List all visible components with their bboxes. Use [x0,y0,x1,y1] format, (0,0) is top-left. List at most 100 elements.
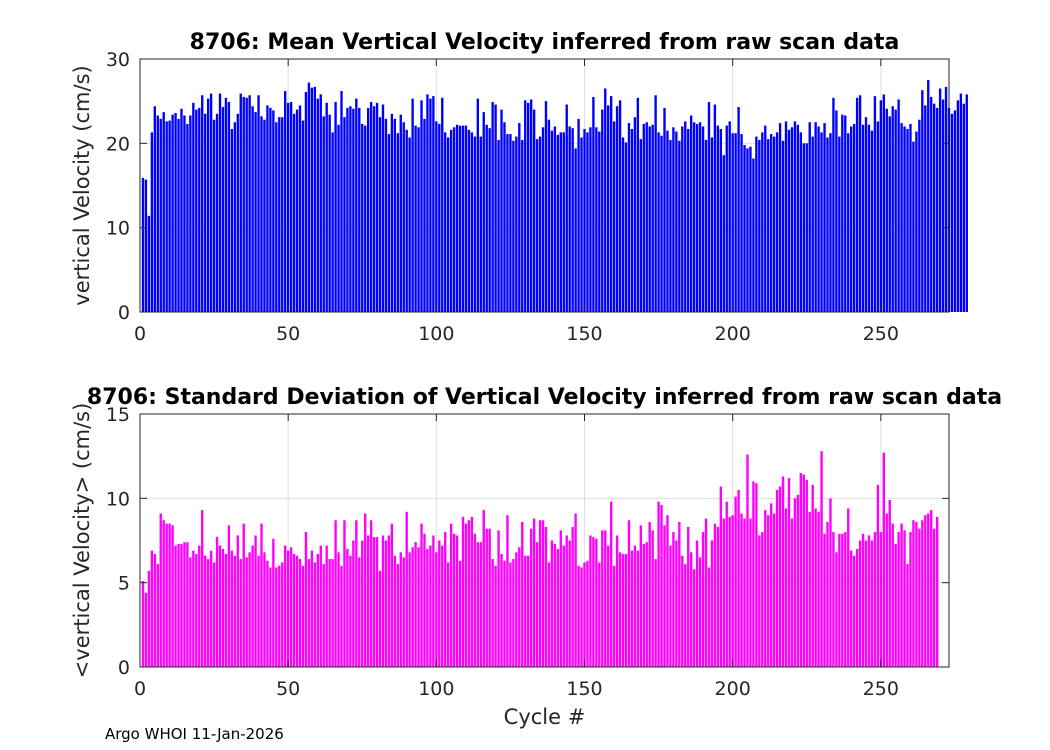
bar [687,128,690,312]
bar [722,518,725,667]
bar [426,548,429,667]
bar [808,511,811,667]
bar [879,100,883,312]
bar [343,520,346,667]
bar [467,520,471,667]
bar [826,137,829,312]
bar [728,516,731,667]
bar [633,117,637,312]
x-tick-label: 0 [134,678,146,700]
bar [467,129,471,312]
bar [734,133,737,312]
bar [681,555,684,667]
bar [494,565,497,667]
bar [263,119,266,312]
bar [473,533,477,667]
bar [358,557,361,667]
bar [850,126,853,312]
bar [215,113,219,312]
bar [550,540,554,667]
bar [485,528,488,667]
bar [452,533,456,667]
bar [325,545,328,667]
bar [295,109,299,312]
bar [461,516,465,667]
bar [289,547,293,667]
bar [476,542,480,667]
bar [867,535,871,667]
bar [390,523,394,667]
bar [260,523,263,667]
bar [461,125,465,312]
bar [452,127,456,312]
bar [275,567,278,667]
bar [387,134,391,312]
bar [527,555,530,667]
bar [778,123,782,313]
bar [198,545,201,667]
bar [521,521,524,667]
axes-box [139,58,950,313]
bar [932,103,936,313]
bar [938,88,942,313]
bar [449,129,453,312]
bar [660,135,663,312]
bar [396,564,399,667]
bar [681,126,684,312]
bar [743,145,746,312]
bar [529,528,533,667]
bar [885,513,888,667]
bar [621,553,625,667]
bar [927,513,930,667]
bar [144,592,148,667]
bar [272,538,275,667]
bar [882,94,885,312]
bar [770,503,773,667]
bar [156,115,159,313]
bar [935,107,939,312]
bar [402,557,405,667]
bar [915,131,918,312]
bar [221,548,225,667]
bar [609,96,613,313]
bar [485,124,488,312]
y-tick-label: 0 [118,302,130,324]
bar [281,562,284,667]
bar [171,525,174,667]
bar [227,525,231,667]
bar [601,109,604,312]
bar [692,122,696,312]
bar [497,139,500,312]
bar [799,473,803,667]
bar [144,179,148,312]
bar [906,128,909,312]
bar [458,125,462,312]
bar [927,80,930,312]
bar [823,123,826,313]
bar [393,118,397,312]
bar [372,106,376,312]
bar [684,564,687,667]
bar [811,484,814,667]
bar [168,523,171,667]
bar [414,542,417,667]
bar [541,127,545,312]
bar [414,125,417,312]
bar [245,97,248,312]
bar [186,542,189,667]
bar [396,133,399,312]
bar [230,550,234,667]
bar [577,118,580,312]
bar [627,123,631,313]
bar [612,565,616,667]
bar [435,121,438,312]
bar [645,542,648,667]
bar [529,99,533,312]
y-tick-label: 30 [106,49,130,71]
bar [159,118,162,312]
bar [384,540,388,667]
bar [183,115,186,313]
bar [227,102,231,312]
bars [141,451,939,667]
bar [206,98,210,313]
